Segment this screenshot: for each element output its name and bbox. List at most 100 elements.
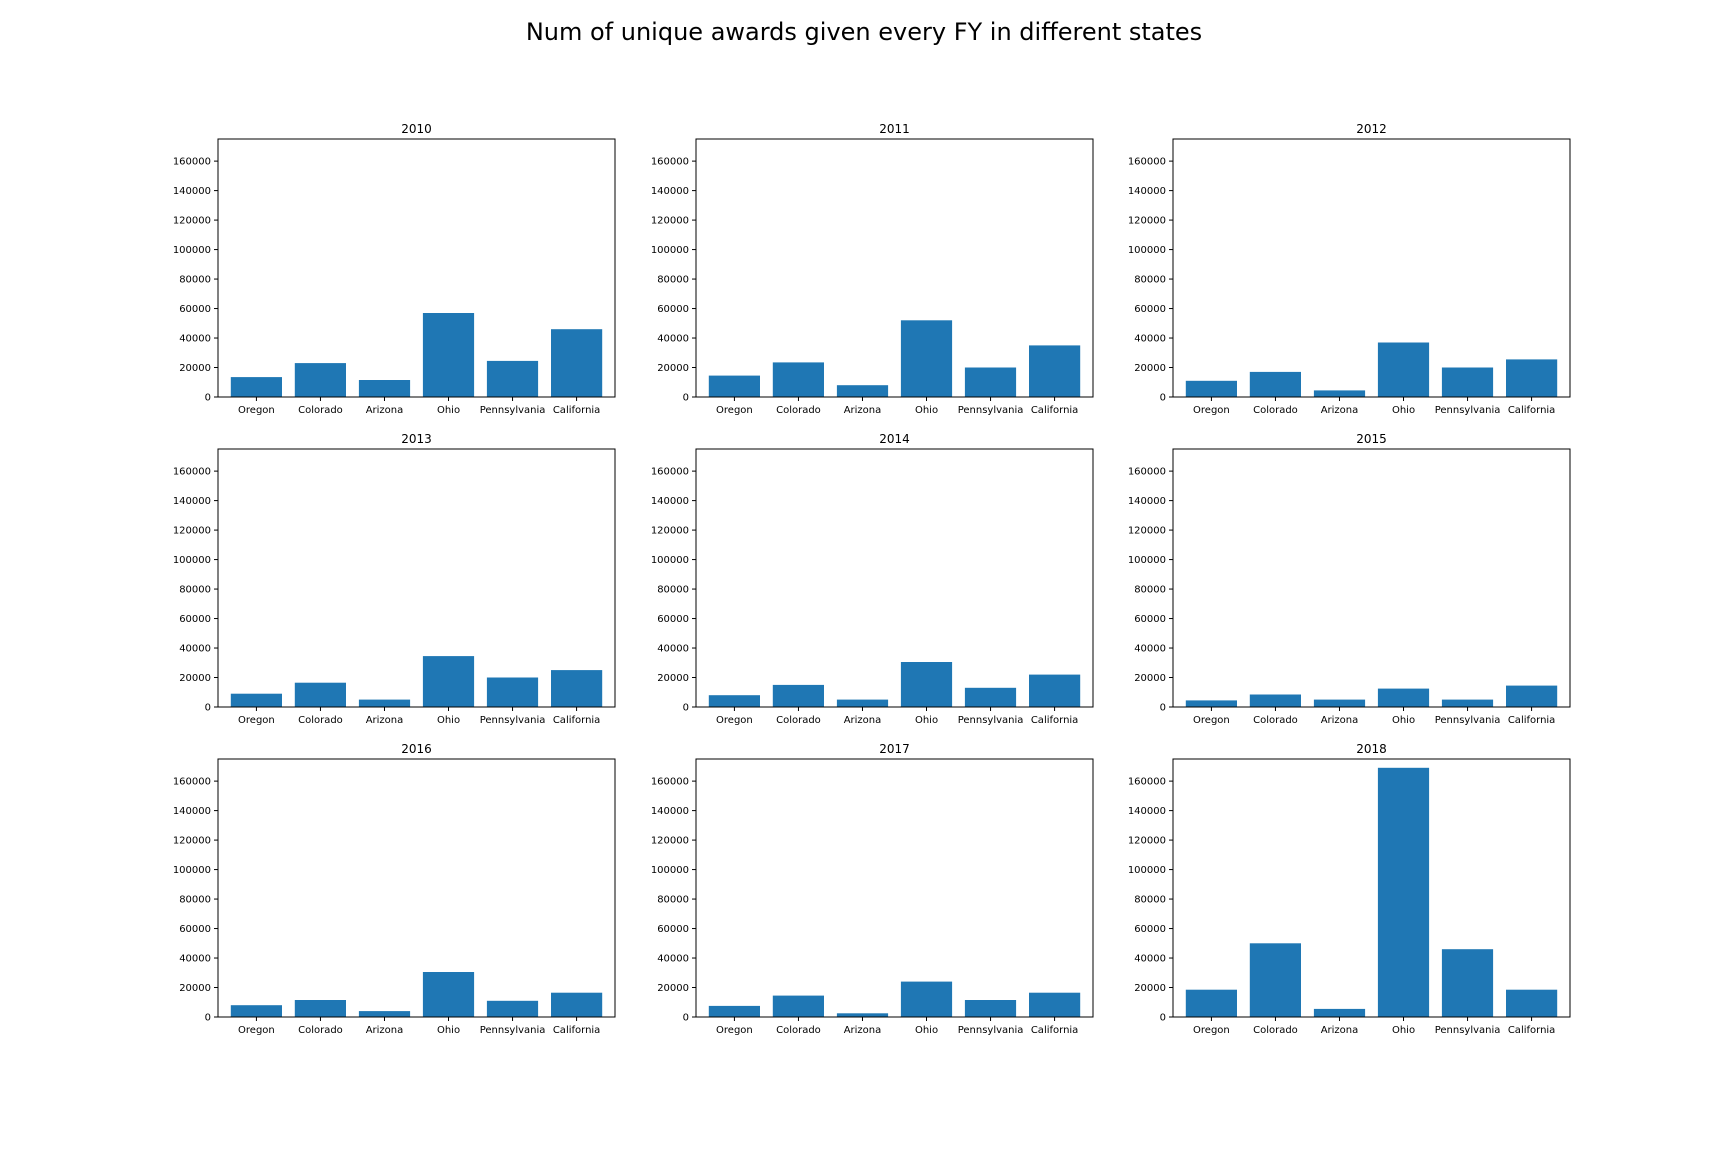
y-tick-label: 20000: [179, 363, 211, 374]
y-tick-label: 140000: [173, 186, 211, 197]
x-tick-label: Ohio: [437, 1025, 460, 1036]
bar-pennsylvania: [486, 360, 539, 397]
y-tick-label: 20000: [657, 363, 689, 374]
subplot-title: 2013: [401, 432, 432, 446]
y-tick-label: 20000: [1134, 363, 1166, 374]
bar-colorado: [772, 995, 824, 1017]
axes-frame: [695, 138, 1094, 398]
bar-pennsylvania: [486, 677, 539, 707]
x-tick-label: Ohio: [915, 1025, 938, 1036]
x-tick-label: Colorado: [298, 405, 343, 416]
x-tick-label: Oregon: [238, 1025, 275, 1036]
y-tick-label: 100000: [173, 555, 211, 566]
subplot-2017: 2017 Oregon Colorado Arizona Ohio Pennsylvani…: [651, 742, 1094, 1036]
bar-pennsylvania: [1441, 949, 1494, 1017]
bar-arizona: [836, 385, 889, 397]
y-tick-label: 40000: [179, 644, 211, 655]
x-tick-label: Ohio: [915, 715, 938, 726]
bar-california: [551, 670, 603, 707]
y-tick-label: 100000: [1128, 865, 1166, 876]
bar-arizona: [836, 1013, 889, 1017]
x-tick-label: California: [1031, 1025, 1079, 1036]
bar-colorado: [294, 363, 346, 397]
subplot-2013: 2013 Oregon Colorado Arizona Ohio Pennsylvani…: [173, 432, 616, 726]
page-title: Num of unique awards given every FY in d…: [525, 18, 1203, 46]
bar-pennsylvania: [964, 367, 1017, 397]
y-tick-label: 0: [1160, 1013, 1166, 1024]
y-tick-label: 40000: [1134, 954, 1166, 965]
y-tick-label: 0: [683, 703, 689, 714]
y-tick-label: 100000: [651, 865, 689, 876]
y-tick-label: 0: [205, 1013, 211, 1024]
subplot-title: 2011: [879, 122, 910, 136]
bar-arizona: [358, 1011, 411, 1017]
x-tick-label: Ohio: [915, 405, 938, 416]
bar-oregon: [708, 695, 760, 707]
x-tick-label: Pennsylvania: [1435, 1025, 1501, 1036]
x-tick-label: Pennsylvania: [480, 405, 546, 416]
y-tick-label: 80000: [1134, 895, 1166, 906]
bar-ohio: [422, 313, 475, 397]
y-tick-label: 120000: [651, 216, 689, 227]
y-tick-label: 0: [205, 703, 211, 714]
y-tick-label: 100000: [1128, 555, 1166, 566]
x-tick-label: Arizona: [366, 1025, 404, 1036]
bar-oregon: [1185, 989, 1237, 1017]
x-tick-label: Oregon: [716, 715, 753, 726]
bar-arizona: [1313, 699, 1366, 707]
y-tick-label: 100000: [173, 865, 211, 876]
x-tick-label: Oregon: [1193, 715, 1230, 726]
x-tick-label: California: [553, 1025, 601, 1036]
x-tick-label: Ohio: [437, 405, 460, 416]
y-tick-label: 80000: [179, 895, 211, 906]
y-tick-label: 40000: [1134, 644, 1166, 655]
y-tick-label: 0: [1160, 703, 1166, 714]
y-tick-label: 160000: [173, 467, 211, 478]
y-tick-label: 160000: [173, 777, 211, 788]
x-tick-label: Ohio: [1392, 715, 1415, 726]
subplot-2011: 2011 Oregon Colorado Arizona Ohio Pennsylvani…: [651, 122, 1094, 416]
y-tick-label: 120000: [173, 216, 211, 227]
x-tick-label: Pennsylvania: [958, 715, 1024, 726]
x-tick-label: California: [1031, 715, 1079, 726]
y-tick-label: 160000: [651, 777, 689, 788]
y-tick-label: 60000: [657, 924, 689, 935]
y-tick-label: 80000: [1134, 585, 1166, 596]
subplot-title: 2016: [401, 742, 432, 756]
x-tick-label: Pennsylvania: [1435, 405, 1501, 416]
y-tick-label: 60000: [657, 614, 689, 625]
y-tick-label: 20000: [657, 673, 689, 684]
x-tick-label: Oregon: [716, 1025, 753, 1036]
y-tick-label: 60000: [657, 304, 689, 315]
bar-colorado: [1249, 694, 1301, 707]
bar-pennsylvania: [1441, 699, 1494, 707]
x-tick-label: California: [1031, 405, 1079, 416]
bar-colorado: [1249, 943, 1301, 1017]
y-tick-label: 120000: [173, 836, 211, 847]
axes-frame: [217, 138, 616, 398]
bar-ohio: [1377, 767, 1430, 1017]
x-tick-label: Pennsylvania: [958, 1025, 1024, 1036]
y-tick-label: 140000: [1128, 806, 1166, 817]
y-tick-label: 60000: [1134, 614, 1166, 625]
bar-ohio: [1377, 342, 1430, 397]
bar-pennsylvania: [964, 687, 1017, 707]
x-tick-label: Oregon: [238, 405, 275, 416]
axes-frame: [1172, 758, 1571, 1018]
subplot-2016: 2016 Oregon Colorado Arizona Ohio Pennsylvani…: [173, 742, 616, 1036]
bar-oregon: [1185, 700, 1237, 707]
y-tick-label: 120000: [173, 526, 211, 537]
x-tick-label: Oregon: [1193, 405, 1230, 416]
bar-california: [1029, 992, 1081, 1017]
x-tick-label: Arizona: [1321, 405, 1359, 416]
x-tick-label: Colorado: [1253, 405, 1298, 416]
y-tick-label: 60000: [179, 614, 211, 625]
x-tick-label: Arizona: [1321, 715, 1359, 726]
bar-california: [1506, 685, 1558, 707]
axes-frame: [1172, 448, 1571, 708]
y-tick-label: 20000: [657, 983, 689, 994]
subplot-2010: 2010 Oregon Colorado Arizona Ohio Pennsylvani…: [173, 122, 616, 416]
y-tick-label: 140000: [173, 496, 211, 507]
y-tick-label: 60000: [1134, 924, 1166, 935]
